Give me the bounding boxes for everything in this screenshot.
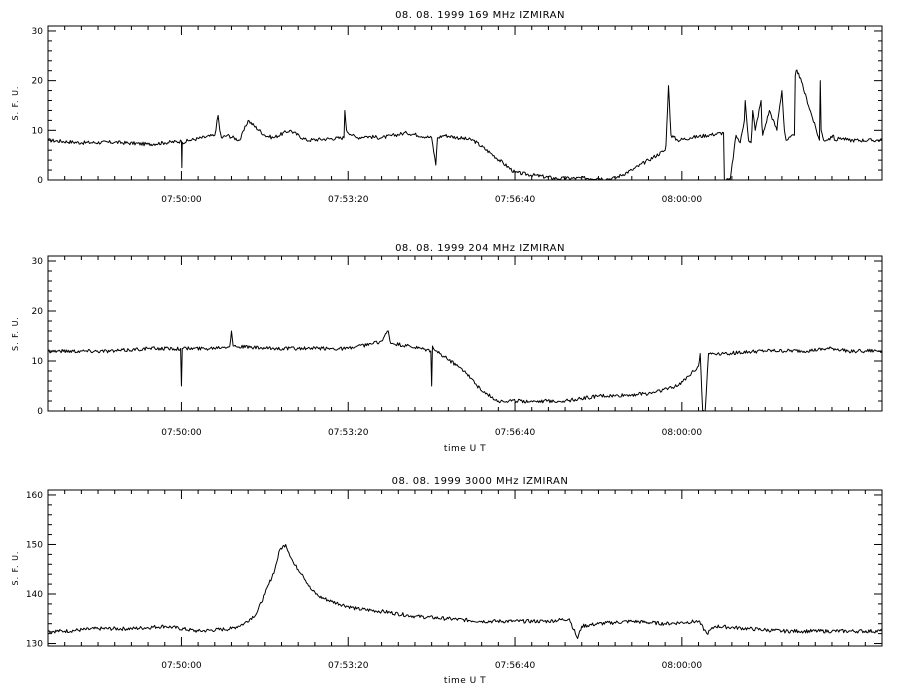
y-axis-label: S. F. U. bbox=[11, 316, 20, 351]
y-tick-label: 0 bbox=[37, 407, 43, 417]
x-tick-label: 08:00:00 bbox=[662, 661, 703, 671]
x-tick-label: 07:50:00 bbox=[161, 661, 202, 671]
x-tick-label: 07:50:00 bbox=[161, 195, 202, 205]
y-axis-label: S. F. U. bbox=[11, 86, 20, 121]
chart-title: 08. 08. 1999 3000 MHz IZMIRAN bbox=[392, 476, 569, 487]
y-tick-label: 20 bbox=[32, 307, 44, 317]
y-tick-label: 10 bbox=[32, 357, 44, 367]
x-tick-label: 07:53:20 bbox=[328, 428, 369, 438]
series-line bbox=[47, 330, 883, 412]
x-tick-label: 07:53:20 bbox=[328, 195, 369, 205]
plot-frame bbox=[47, 25, 883, 181]
y-tick-label: 160 bbox=[26, 491, 43, 501]
x-tick-label: 07:56:40 bbox=[495, 195, 536, 205]
x-tick-label: 07:56:40 bbox=[495, 661, 536, 671]
chart-title: 08. 08. 1999 204 MHz IZMIRAN bbox=[395, 243, 565, 254]
y-tick-label: 150 bbox=[26, 540, 43, 550]
y-tick-label: 130 bbox=[26, 640, 43, 650]
x-tick-label: 07:53:20 bbox=[328, 661, 369, 671]
series-line bbox=[47, 69, 883, 181]
plot-frame bbox=[47, 489, 883, 647]
y-tick-label: 30 bbox=[32, 257, 44, 267]
x-tick-label: 08:00:00 bbox=[662, 428, 703, 438]
y-axis-label: S. F. U. bbox=[11, 551, 20, 586]
y-tick-label: 140 bbox=[26, 590, 43, 600]
plot-frame bbox=[47, 255, 883, 412]
y-tick-label: 20 bbox=[32, 77, 44, 87]
x-axis-label: time U T bbox=[444, 444, 486, 454]
y-tick-label: 30 bbox=[32, 27, 44, 37]
chart-title: 08. 08. 1999 169 MHz IZMIRAN bbox=[395, 10, 565, 21]
y-tick-label: 0 bbox=[37, 176, 43, 186]
x-axis-label: time U T bbox=[444, 676, 486, 686]
series-line bbox=[47, 543, 883, 640]
x-tick-label: 07:50:00 bbox=[161, 428, 202, 438]
x-tick-label: 07:56:40 bbox=[495, 428, 536, 438]
x-tick-label: 08:00:00 bbox=[662, 195, 703, 205]
y-tick-label: 10 bbox=[32, 126, 44, 136]
